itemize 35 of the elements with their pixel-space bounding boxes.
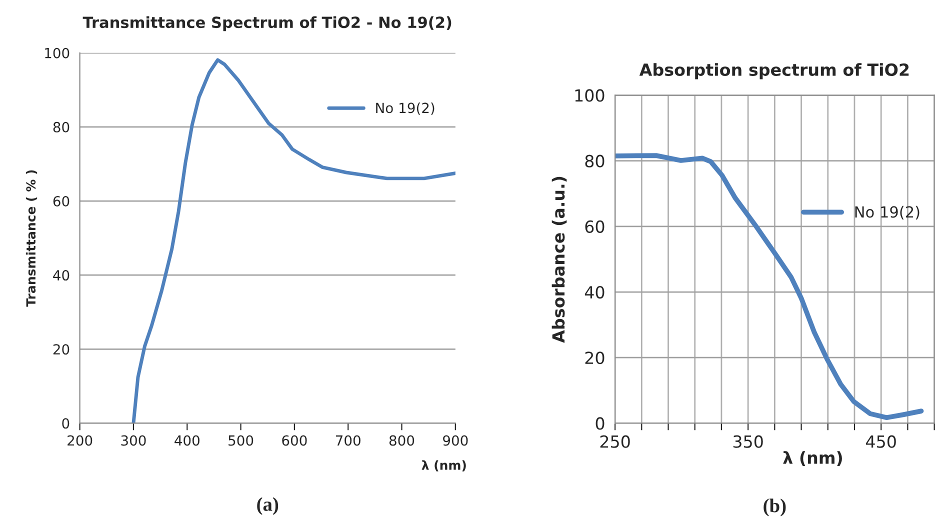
y-axis-title: Transmittance ( % ) bbox=[26, 170, 38, 307]
y-tick-label: 80 bbox=[585, 154, 604, 168]
y-tick-label: 20 bbox=[53, 344, 70, 355]
x-tick-label: 600 bbox=[282, 435, 307, 446]
x-tick-label: 500 bbox=[228, 435, 254, 446]
x-tick-label: 800 bbox=[389, 435, 414, 446]
y-tick-label: 100 bbox=[575, 89, 604, 102]
x-tick-label: 200 bbox=[68, 435, 92, 446]
line-series bbox=[132, 58, 456, 424]
y-tick-label: 60 bbox=[53, 196, 70, 206]
y-tick-label: 100 bbox=[45, 48, 70, 58]
x-tick-label: 400 bbox=[174, 435, 200, 446]
y-tick-label: 40 bbox=[53, 270, 70, 281]
y-tick-label: 0 bbox=[62, 418, 70, 429]
y-tick-label: 80 bbox=[53, 122, 70, 132]
x-tick-label: 350 bbox=[733, 435, 763, 448]
line-series bbox=[615, 153, 924, 420]
x-tick-label: 450 bbox=[866, 435, 896, 448]
y-tick-label: 40 bbox=[584, 286, 604, 299]
text: (b) bbox=[764, 498, 786, 516]
y-tick-label: 0 bbox=[596, 417, 604, 430]
legend-label: No 19(2) bbox=[376, 102, 434, 115]
x-axis-title: λ (nm) bbox=[783, 451, 842, 466]
y-tick-label: 60 bbox=[585, 220, 604, 233]
text: (a) bbox=[257, 497, 278, 515]
chart-title: Absorption spectrum of TiO2 bbox=[639, 63, 909, 80]
x-tick-label: 700 bbox=[336, 435, 360, 446]
x-tick-label: 900 bbox=[443, 435, 468, 446]
x-tick-label: 250 bbox=[600, 435, 630, 448]
y-axis-title: Absorbance (a.u.) bbox=[552, 176, 567, 343]
y-tick-label: 20 bbox=[585, 352, 604, 364]
x-axis-title: λ (nm) bbox=[422, 460, 466, 472]
x-tick-label: 300 bbox=[121, 435, 146, 446]
chart-title: Transmittance Spectrum of TiO2 - No 19(2) bbox=[82, 16, 452, 32]
legend-label: No 19(2) bbox=[855, 206, 920, 220]
